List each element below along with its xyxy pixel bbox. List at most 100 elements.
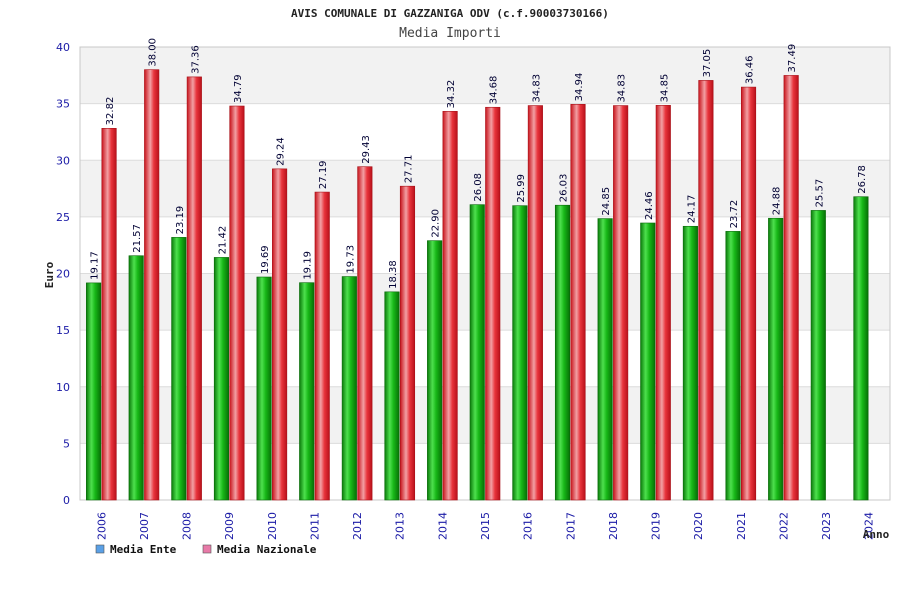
bar-media-nazionale-2018 [613,105,629,501]
y-tick-label: 25 [56,211,70,224]
bars [86,69,869,501]
bar-media-nazionale-2006 [101,128,117,501]
bar-media-nazionale-2015 [485,106,501,501]
value-label: 34.83 [617,74,628,103]
bar-media-nazionale-2014 [442,111,458,501]
bar-media-ente-2017 [554,204,571,501]
x-tick-label: 2016 [522,512,535,540]
value-label: 23.19 [175,206,186,235]
x-axis-label: Anno [863,528,890,541]
bar-media-nazionale-2020 [698,80,714,501]
bar-media-nazionale-2019 [655,105,671,501]
bar-media-nazionale-2017 [570,104,586,501]
value-label: 18.38 [388,260,399,289]
x-axis-ticks: 2006 2007 2008 2009 2010 2011 2012 2013 2014 2015… [95,512,875,540]
bar-media-nazionale-2010 [272,168,288,501]
bar-media-ente-2015 [469,204,485,501]
bar-media-nazionale-2007 [144,69,160,501]
value-label: 24.85 [601,187,612,216]
bar-media-nazionale-2013 [399,185,416,501]
bar-media-nazionale-2021 [740,86,757,501]
x-tick-label: 2023 [820,512,833,540]
y-tick-label: 10 [56,381,70,394]
bar-media-ente-2018 [597,218,613,501]
y-tick-label: 30 [56,154,70,167]
y-tick-label: 35 [56,98,70,111]
value-label: 37.49 [787,44,798,73]
bar-media-ente-2021 [725,231,741,501]
bar-media-nazionale-2012 [357,166,373,501]
x-tick-label: 2010 [266,512,279,540]
value-label: 38.00 [148,38,159,67]
bar-media-ente-2006 [86,282,102,501]
x-tick-label: 2017 [564,512,577,540]
legend: Media Ente Media Nazionale [95,543,317,556]
legend-swatch [202,544,212,554]
value-label: 23.72 [729,200,740,229]
value-label: 26.03 [559,174,570,203]
value-label: 26.78 [857,165,868,194]
x-tick-label: 2024 [863,512,876,540]
legend-label: Media Nazionale [217,543,317,556]
value-label: 25.57 [814,179,825,208]
chart-title: AVIS COMUNALE DI GAZZANIGA ODV (c.f.9000… [291,7,609,20]
bar-media-ente-2008 [171,237,187,501]
bar-media-nazionale-2011 [314,191,330,501]
value-label: 21.42 [217,226,228,255]
y-tick-label: 5 [63,437,70,450]
x-tick-label: 2014 [436,512,449,540]
value-label: 34.85 [659,74,670,103]
bar-media-ente-2016 [512,205,528,501]
x-tick-label: 2011 [308,512,321,540]
x-tick-label: 2018 [607,512,620,540]
x-tick-label: 2006 [95,512,108,540]
bar-media-ente-2010 [256,276,272,501]
value-label: 19.73 [345,245,356,274]
bar-media-nazionale-2009 [229,105,245,501]
value-labels: 19.17 32.82 21.57 38.00 23.19 37.36 21.42 34.79… [90,38,868,289]
value-label: 19.69 [260,245,271,274]
bar-media-nazionale-2022 [783,75,799,501]
bar-media-ente-2009 [213,257,230,501]
value-label: 32.82 [105,97,116,126]
value-label: 37.36 [190,45,201,74]
x-tick-label: 2013 [394,512,407,540]
x-tick-label: 2009 [223,512,236,540]
value-label: 34.32 [446,80,457,109]
bar-media-nazionale-2016 [527,105,543,501]
bar-media-ente-2012 [341,276,357,501]
legend-swatch [95,544,105,554]
value-label: 34.68 [489,76,500,105]
bar-media-ente-2013 [384,291,400,501]
x-tick-label: 2012 [351,512,364,540]
value-label: 29.24 [276,137,287,166]
value-label: 21.57 [132,224,143,253]
value-label: 37.05 [702,49,713,78]
value-label: 24.46 [644,191,655,220]
x-tick-label: 2007 [138,512,151,540]
bar-media-ente-2011 [299,282,315,501]
value-label: 27.71 [403,155,414,184]
value-label: 34.79 [233,74,244,103]
bar-media-ente-2023 [810,210,826,501]
value-label: 34.83 [531,74,542,103]
y-axis-ticks: 0 5 10 15 20 25 30 35 40 [56,41,70,507]
value-label: 25.99 [516,174,527,203]
value-label: 19.19 [303,251,314,280]
y-tick-label: 20 [56,268,70,281]
bar-media-ente-2024 [853,196,869,501]
plot-frame [79,46,891,501]
value-label: 24.88 [772,187,783,216]
x-tick-label: 2022 [777,512,790,540]
value-label: 22.90 [431,209,442,238]
value-label: 19.17 [90,251,101,280]
y-tick-label: 15 [56,324,70,337]
bar-media-ente-2022 [768,217,784,501]
value-label: 24.17 [686,195,697,224]
y-tick-label: 0 [63,494,70,507]
bar-media-ente-2014 [427,240,443,501]
value-label: 27.19 [318,160,329,189]
x-tick-label: 2020 [692,512,705,540]
x-tick-label: 2008 [181,512,194,540]
